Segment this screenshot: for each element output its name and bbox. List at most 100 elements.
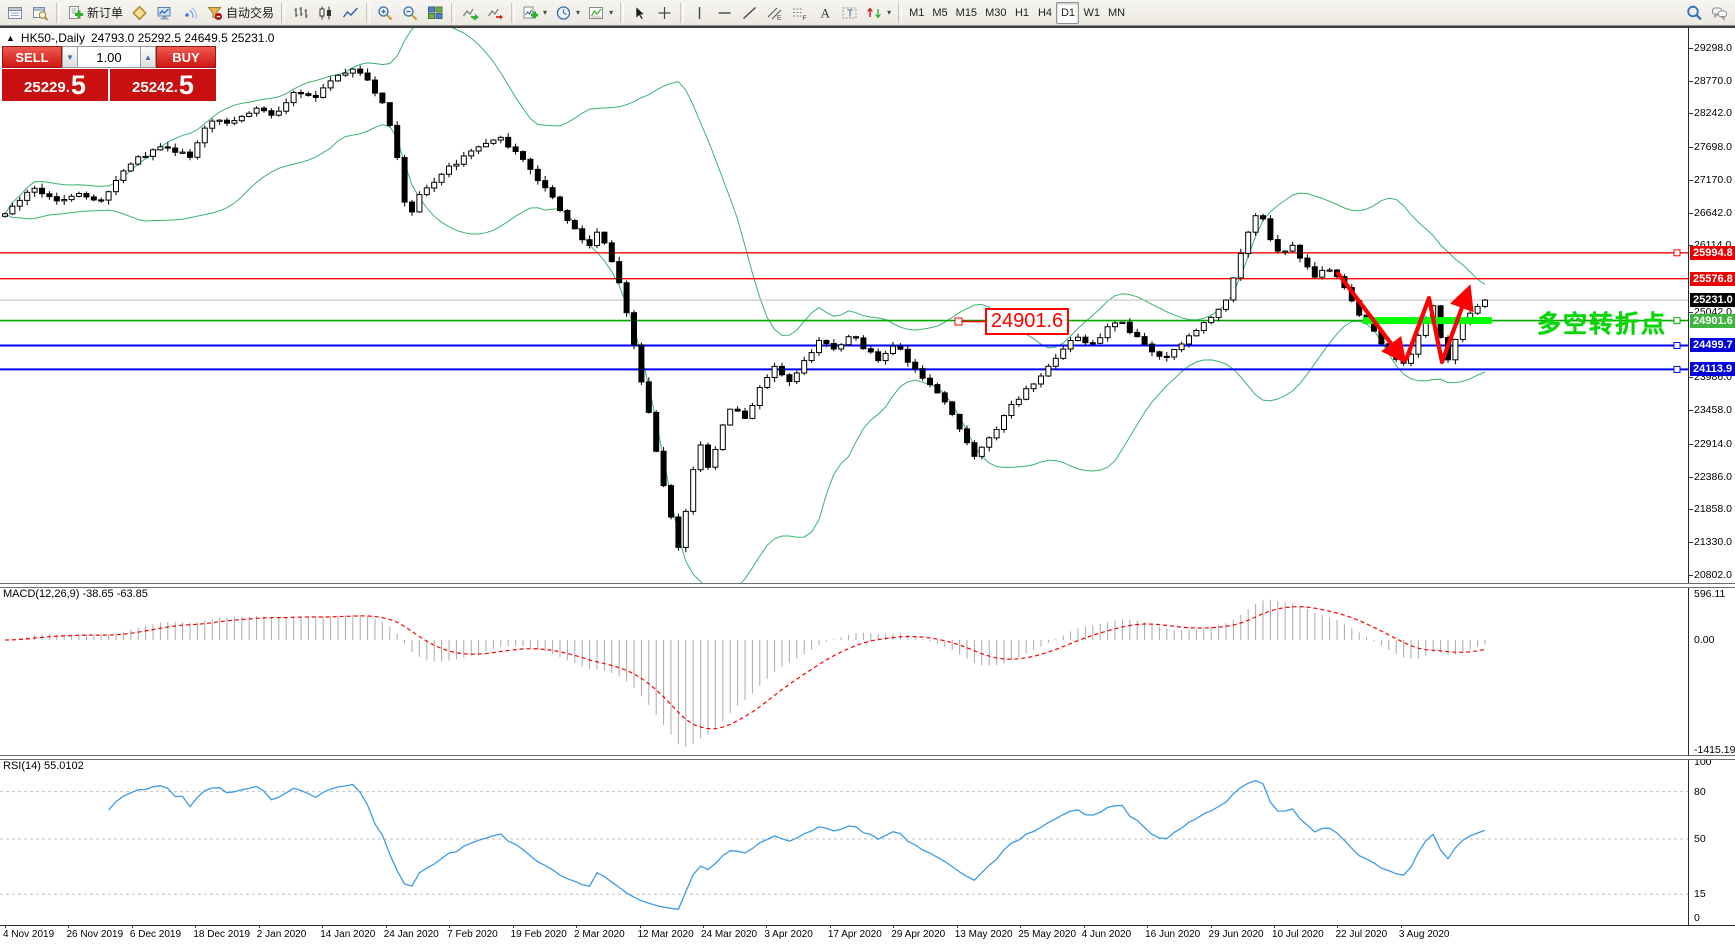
buy-button[interactable]: BUY	[156, 46, 216, 68]
price-axis-tick	[1688, 147, 1693, 149]
price-axis-label: 27170.0	[1694, 173, 1732, 186]
ohlc-values: 24793.0 25292.5 24649.5 25231.0	[90, 31, 275, 45]
chat-icon[interactable]	[1707, 2, 1732, 24]
metaeditor-icon[interactable]	[127, 2, 152, 24]
time-axis-border	[0, 925, 1735, 926]
hline-handle[interactable]	[1673, 249, 1681, 257]
volume-increase-button[interactable]: ▲	[140, 46, 156, 68]
hline-handle[interactable]	[1673, 317, 1681, 325]
trendline-button[interactable]	[737, 2, 762, 24]
time-axis-label: 24 Mar 2020	[700, 929, 758, 940]
callout-handle[interactable]	[954, 317, 963, 326]
symbol-period-label: HK50-,Daily	[20, 31, 85, 45]
cursor-button[interactable]	[627, 2, 652, 24]
sell-price[interactable]: 25229. 5	[2, 69, 108, 101]
buy-price[interactable]: 25242. 5	[110, 69, 216, 101]
timeframe-label: H4	[1037, 6, 1052, 19]
timeframe-h1-button[interactable]: H1	[1010, 2, 1033, 24]
macd-histogram	[11, 599, 1486, 747]
sell-price-small: 25229.	[24, 79, 70, 96]
data-window-icon[interactable]	[28, 2, 53, 24]
horizontal-line-button[interactable]	[712, 2, 737, 24]
time-axis-tick	[1083, 925, 1085, 928]
price-callout-label[interactable]: 24901.6	[985, 308, 1069, 335]
time-axis-tick	[195, 925, 197, 928]
market-watch-icon[interactable]	[152, 2, 177, 24]
price-axis-border	[1688, 27, 1689, 925]
vertical-line-button[interactable]	[687, 2, 712, 24]
zoom-out-button[interactable]	[398, 2, 423, 24]
periods-button[interactable]: ▾	[551, 2, 584, 24]
timeframe-label: D1	[1060, 6, 1075, 19]
price-badge: 25231.0	[1690, 293, 1735, 308]
volume-decrease-button[interactable]: ▼	[62, 46, 78, 68]
new-order-button-label: 新订单	[87, 6, 124, 20]
macd-axis-label: -1415.19	[1694, 743, 1735, 756]
chevron-down-icon: ▾	[609, 8, 614, 17]
timeframe-m1-button[interactable]: M1	[905, 2, 928, 24]
time-axis-label: 2 Mar 2020	[574, 929, 625, 940]
zoom-in-button[interactable]	[373, 2, 398, 24]
time-axis-tick	[322, 925, 324, 928]
window-collapse-marker[interactable]: ▲	[6, 33, 15, 43]
equidistant-channel-button[interactable]: E	[762, 2, 787, 24]
text-button[interactable]: A	[812, 2, 837, 24]
price-axis-label: 20802.0	[1694, 568, 1732, 581]
time-axis-tick	[68, 925, 70, 928]
hline-handle[interactable]	[1673, 342, 1681, 349]
price-axis-tick	[1688, 212, 1693, 214]
macd-pane[interactable]	[4, 599, 1486, 747]
chart-window-top-border	[0, 26, 1735, 28]
fibonacci-button[interactable]: F	[787, 2, 812, 24]
charts-list-icon[interactable]	[3, 2, 28, 24]
price-axis-tick	[1688, 443, 1693, 445]
timeframe-d1-button[interactable]: D1	[1056, 1, 1080, 24]
toolbar-separator	[620, 2, 625, 23]
hline-handle[interactable]	[1673, 365, 1681, 373]
rsi-pane-splitter[interactable]	[0, 755, 1735, 760]
zigzag-arrow-annotation[interactable]	[1335, 270, 1407, 364]
timeframe-m15-button[interactable]: M15	[952, 2, 981, 24]
time-axis-tick	[385, 925, 387, 928]
svg-text:F: F	[803, 15, 807, 21]
line-chart-button[interactable]	[338, 2, 363, 24]
timeframe-m30-button[interactable]: M30	[981, 2, 1010, 24]
support-highlight-bar[interactable]	[1363, 317, 1492, 325]
volume-input[interactable]: 1.00	[78, 46, 140, 68]
time-axis-label: 12 Mar 2020	[637, 929, 694, 940]
turning-point-annotation[interactable]: 多空转折点	[1537, 311, 1667, 338]
price-axis-label: 22386.0	[1694, 470, 1732, 483]
price-axis-label: 21330.0	[1694, 536, 1732, 548]
new-order-button[interactable]: 新订单	[63, 2, 127, 24]
chart-shift-button[interactable]	[483, 2, 508, 24]
signals-icon[interactable]	[177, 2, 202, 24]
time-axis-label: 6 Dec 2019	[129, 929, 182, 940]
time-axis-label: 25 May 2020	[1018, 929, 1077, 940]
crosshair-button[interactable]	[652, 2, 677, 24]
arrows-button[interactable]: ▾	[862, 2, 895, 24]
time-axis-tick	[1274, 925, 1275, 928]
rsi-pane[interactable]	[0, 779, 1688, 911]
auto-scroll-button[interactable]	[458, 2, 483, 24]
price-axis-tick	[1688, 113, 1693, 115]
bar-chart-button[interactable]	[288, 2, 313, 24]
tile-windows-button[interactable]	[423, 2, 448, 24]
macd-pane-splitter[interactable]	[0, 583, 1735, 588]
price-pane[interactable]	[0, 21, 1688, 594]
time-axis-label: 2 Jan 2020	[256, 929, 307, 940]
text-label-button[interactable]: T	[837, 2, 862, 24]
templates-button[interactable]: ▾	[584, 2, 617, 24]
timeframe-h4-button[interactable]: H4	[1033, 2, 1056, 24]
search-icon[interactable]	[1682, 2, 1707, 24]
price-axis-tick	[1688, 509, 1693, 511]
svg-text:E: E	[777, 14, 782, 21]
timeframe-w1-button[interactable]: W1	[1079, 2, 1104, 24]
candlestick-chart-button[interactable]	[313, 2, 338, 24]
timeframe-m5-button[interactable]: M5	[928, 2, 951, 24]
timeframe-mn-button[interactable]: MN	[1104, 2, 1129, 24]
autotrading-button[interactable]: 自动交易	[202, 2, 278, 24]
zigzag-arrow-annotation[interactable]	[1404, 284, 1474, 365]
indicators-button[interactable]: ▾	[518, 2, 551, 24]
sell-button[interactable]: SELL	[2, 46, 62, 68]
